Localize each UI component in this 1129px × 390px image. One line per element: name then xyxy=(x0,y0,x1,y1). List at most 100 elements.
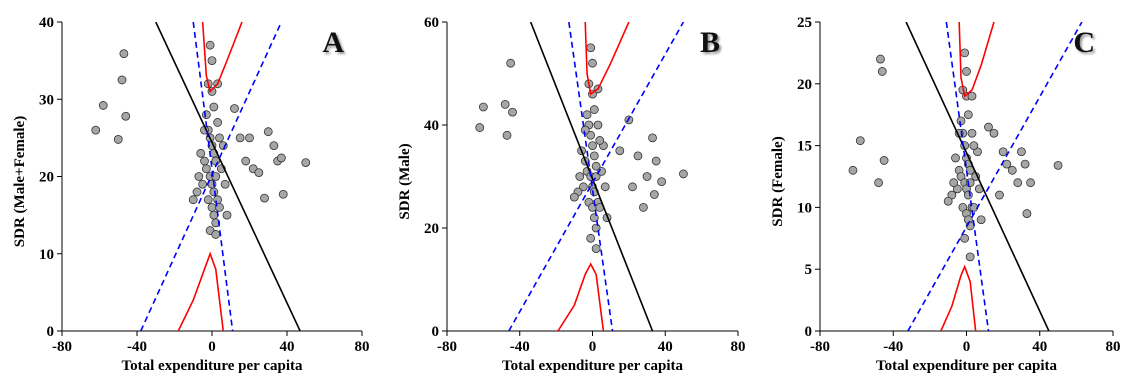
fit-line xyxy=(584,22,630,96)
point xyxy=(1002,159,1012,169)
point xyxy=(91,125,101,135)
point xyxy=(478,102,488,112)
point xyxy=(194,172,204,181)
point xyxy=(269,141,279,151)
point xyxy=(205,40,215,50)
fit-line xyxy=(907,22,1083,331)
point xyxy=(582,110,592,120)
point xyxy=(220,179,230,189)
point xyxy=(995,190,1004,200)
x-tick-label: 0 xyxy=(963,339,971,355)
x-tick-label: -40 xyxy=(883,339,903,355)
y-tick-label: 60 xyxy=(424,15,439,31)
point xyxy=(951,153,960,163)
point xyxy=(600,182,610,192)
point xyxy=(213,118,223,127)
point xyxy=(211,230,221,239)
point xyxy=(989,128,999,138)
point xyxy=(998,147,1008,157)
point xyxy=(301,158,311,167)
point xyxy=(245,133,254,143)
point xyxy=(588,141,597,151)
fit-line xyxy=(529,22,654,331)
point xyxy=(848,165,858,175)
x-axis-label: Total expenditure per capita xyxy=(876,358,1057,374)
point xyxy=(230,104,239,113)
fit-line xyxy=(945,22,990,331)
point xyxy=(121,111,131,121)
point xyxy=(960,48,970,58)
point xyxy=(1022,209,1032,218)
point xyxy=(586,43,596,53)
point xyxy=(213,195,223,205)
y-axis-label: SDR (Female) xyxy=(770,136,786,226)
point xyxy=(963,190,973,200)
point xyxy=(260,193,269,203)
point xyxy=(593,120,603,130)
x-axis-label: Total expenditure per capita xyxy=(122,358,303,374)
x-tick-label: 80 xyxy=(355,339,370,355)
x-tick-label: 80 xyxy=(1106,339,1121,355)
point xyxy=(500,100,510,109)
y-tick-label: 25 xyxy=(797,15,812,31)
point xyxy=(657,177,667,187)
fit-line xyxy=(155,22,301,331)
x-tick-label: 0 xyxy=(208,339,216,355)
y-tick-label: 0 xyxy=(805,324,813,340)
panel-label: C xyxy=(1073,26,1095,59)
fit-line xyxy=(958,22,995,98)
point xyxy=(855,136,865,146)
y-tick-label: 30 xyxy=(39,92,54,108)
point xyxy=(877,67,887,76)
fit-line xyxy=(905,22,1050,331)
y-axis-label: SDR (Male) xyxy=(397,143,413,219)
y-tick-label: 40 xyxy=(39,15,54,31)
point xyxy=(235,133,245,143)
point xyxy=(113,135,123,144)
point xyxy=(651,156,661,166)
x-tick-label: -40 xyxy=(127,339,147,355)
y-tick-label: 20 xyxy=(797,77,812,93)
panel: 0 20 40 60 -80 -40 0 40 80 Total expenditure per … xyxy=(397,15,746,374)
point xyxy=(949,178,959,188)
fit-line xyxy=(140,22,283,331)
y-tick-label: 20 xyxy=(424,221,439,237)
fit-line xyxy=(508,22,685,331)
point xyxy=(276,153,286,163)
y-tick-label: 10 xyxy=(797,200,812,216)
panel: 0 5 10 15 20 25 -80 -40 0 40 80 Total expenditure p… xyxy=(770,15,1121,374)
x-axis-label: Total expenditure per capita xyxy=(502,358,683,374)
point xyxy=(241,156,251,166)
point xyxy=(639,202,648,212)
point xyxy=(201,110,211,120)
fit-line xyxy=(192,22,234,331)
y-tick-label: 0 xyxy=(432,324,440,340)
point xyxy=(278,189,288,199)
y-tick-label: 5 xyxy=(805,262,813,278)
point xyxy=(502,130,512,140)
panel: 0 10 20 30 40 -80 -40 0 40 80 Total expenditure pe… xyxy=(12,15,370,374)
point xyxy=(591,161,601,171)
point xyxy=(967,91,977,101)
point xyxy=(589,151,599,161)
y-tick-label: 10 xyxy=(39,247,54,263)
point xyxy=(215,202,224,212)
point xyxy=(967,128,977,138)
point xyxy=(196,148,206,158)
point xyxy=(209,187,219,197)
point xyxy=(976,215,986,225)
point xyxy=(642,172,652,181)
point xyxy=(211,218,221,228)
point xyxy=(254,168,264,178)
y-axis-label: SDR (Male+Female) xyxy=(12,116,28,247)
point xyxy=(569,192,579,202)
point xyxy=(648,133,657,143)
point xyxy=(984,122,993,132)
point xyxy=(586,130,596,140)
point xyxy=(586,233,596,243)
x-tick-label: 40 xyxy=(280,339,295,355)
point xyxy=(879,156,889,165)
point xyxy=(209,210,219,220)
point xyxy=(222,210,232,220)
